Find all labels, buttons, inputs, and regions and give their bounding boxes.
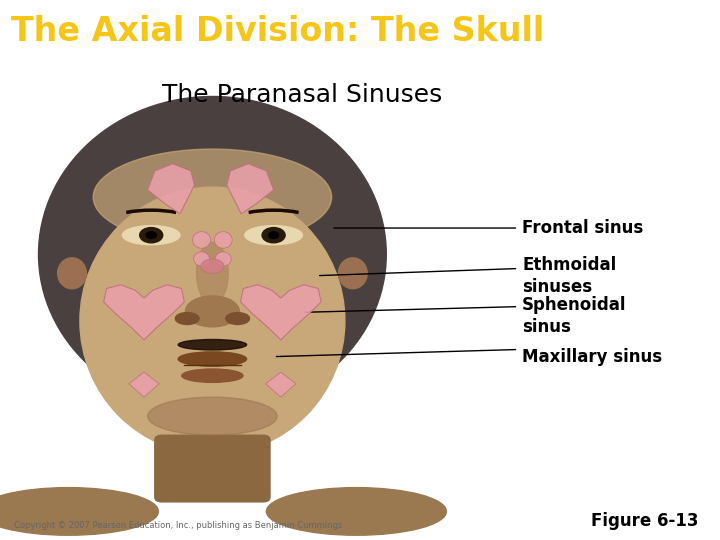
Text: The Paranasal Sinuses: The Paranasal Sinuses <box>162 83 443 107</box>
Polygon shape <box>129 372 159 397</box>
Ellipse shape <box>176 313 199 325</box>
Ellipse shape <box>185 296 239 327</box>
Text: Maxillary sinus: Maxillary sinus <box>522 348 662 366</box>
Ellipse shape <box>148 397 277 435</box>
Ellipse shape <box>245 226 302 245</box>
Text: Sphenoidal
sinus: Sphenoidal sinus <box>522 296 626 336</box>
Text: Copyright © 2007 Pearson Education, Inc., publishing as Benjamin Cummings: Copyright © 2007 Pearson Education, Inc.… <box>14 521 343 530</box>
Ellipse shape <box>80 187 345 455</box>
Text: Frontal sinus: Frontal sinus <box>522 219 643 237</box>
FancyBboxPatch shape <box>155 435 270 502</box>
Polygon shape <box>240 285 321 340</box>
Ellipse shape <box>269 232 279 239</box>
Polygon shape <box>148 164 194 214</box>
Ellipse shape <box>146 232 156 239</box>
Ellipse shape <box>201 259 224 273</box>
Text: Figure 6-13: Figure 6-13 <box>591 511 698 530</box>
Ellipse shape <box>262 227 285 243</box>
Ellipse shape <box>38 97 386 412</box>
Ellipse shape <box>58 258 86 289</box>
Ellipse shape <box>179 340 246 350</box>
Ellipse shape <box>225 313 249 325</box>
Ellipse shape <box>266 488 446 535</box>
Ellipse shape <box>197 242 228 304</box>
Ellipse shape <box>338 258 367 289</box>
Text: Ethmoidal
sinuses: Ethmoidal sinuses <box>522 255 616 296</box>
Polygon shape <box>266 372 296 397</box>
Ellipse shape <box>179 352 246 366</box>
Ellipse shape <box>215 252 231 266</box>
Ellipse shape <box>181 369 243 382</box>
Polygon shape <box>227 164 274 214</box>
Text: The Axial Division: The Skull: The Axial Division: The Skull <box>11 15 544 49</box>
Ellipse shape <box>93 149 332 245</box>
Ellipse shape <box>0 488 158 535</box>
Ellipse shape <box>215 232 232 248</box>
Ellipse shape <box>192 232 210 248</box>
Polygon shape <box>104 285 184 340</box>
Ellipse shape <box>194 252 210 266</box>
Ellipse shape <box>140 227 163 243</box>
Ellipse shape <box>122 226 180 245</box>
